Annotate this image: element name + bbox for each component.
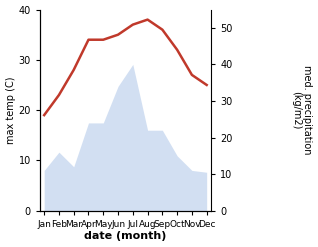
Y-axis label: max temp (C): max temp (C)	[5, 76, 16, 144]
X-axis label: date (month): date (month)	[84, 231, 167, 242]
Y-axis label: med. precipitation
(kg/m2): med. precipitation (kg/m2)	[291, 65, 313, 155]
